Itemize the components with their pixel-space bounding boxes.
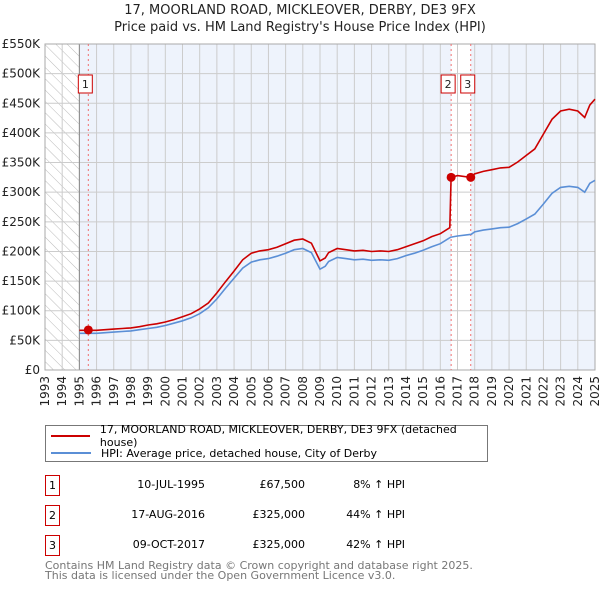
x-tick-label: 2000 (158, 376, 172, 407)
transaction-price: £325,000 (252, 508, 306, 521)
x-tick-label: 2011 (347, 376, 361, 407)
x-tick-label: 2019 (485, 376, 499, 407)
transaction-date: 10-JUL-1995 (137, 478, 205, 491)
x-tick-label: 2020 (502, 376, 516, 407)
sale-label: 3 (464, 78, 471, 91)
x-tick-label: 2002 (193, 376, 207, 407)
transaction-marker: 3 (45, 535, 60, 556)
x-tick-label: 2005 (244, 376, 258, 407)
transaction-date: 09-OCT-2017 (132, 538, 205, 551)
transaction-hpi: 42% ↑ HPI (346, 538, 405, 551)
x-tick-label: 2008 (296, 376, 310, 407)
y-tick-label: £400K (2, 126, 42, 140)
sale-label-box (440, 74, 456, 94)
y-tick-label: £450K (2, 96, 42, 110)
legend-item-hpi: HPI: Average price, detached house, City… (51, 445, 377, 461)
property-price-line (79, 98, 596, 332)
x-tick-label: 2003 (210, 376, 224, 407)
sale-label-box (77, 74, 93, 94)
x-tick-label: 2022 (536, 376, 550, 407)
y-tick-label: £150K (2, 274, 42, 288)
price-chart: 1993 1994 1995 1996 1997 1998 1999 2000 2001 2002… (2, 37, 600, 407)
y-tick-label: £200K (2, 244, 42, 258)
between-sales-band (451, 44, 471, 370)
x-tick-label: 2004 (227, 376, 241, 407)
y-tick-label: £300K (2, 185, 42, 199)
hpi-line (79, 179, 596, 335)
x-tick-label: 2021 (519, 376, 533, 407)
x-tick-label: 1995 (72, 376, 86, 407)
y-tick-label: £0 (25, 363, 40, 377)
legend-item-property: 17, MOORLAND ROAD, MICKLEOVER, DERBY, DE… (51, 423, 487, 449)
footer-copyright: Contains HM Land Registry data © Crown c… (45, 559, 473, 572)
y-tick-label: £100K (2, 304, 42, 318)
x-tick-label: 2001 (176, 376, 190, 407)
legend-swatch-red (51, 435, 90, 437)
legend-swatch-blue (51, 452, 91, 454)
plot-border (44, 43, 596, 371)
x-tick-label: 1996 (90, 376, 104, 407)
legend-label: 17, MOORLAND ROAD, MICKLEOVER, DERBY, DE… (99, 423, 457, 449)
y-tick-label: £350K (2, 156, 42, 170)
transaction-hpi: 8% ↑ HPI (353, 478, 405, 491)
x-tick-label: 2009 (313, 376, 327, 407)
legend: 17, MOORLAND ROAD, MICKLEOVER, DERBY, DE… (45, 423, 488, 462)
transaction-row: 3 09-OCT-2017 £325,000 42% ↑ HPI (45, 535, 505, 556)
sale-point (446, 172, 456, 182)
x-tick-label: 1994 (55, 376, 69, 407)
y-tick-label: £250K (2, 215, 42, 229)
sale-label-box (460, 74, 476, 94)
transaction-price: £325,000 (252, 538, 306, 551)
sale-label: 1 (82, 78, 89, 91)
transaction-row: 1 10-JUL-1995 £67,500 8% ↑ HPI (45, 475, 505, 496)
x-tick-label: 2013 (382, 376, 396, 407)
x-tick-label: 2023 (554, 376, 568, 407)
x-tick-label: 2025 (588, 376, 600, 407)
sale-label: 2 (445, 78, 452, 91)
transaction-price: £67,500 (259, 478, 306, 491)
transaction-hpi: 44% ↑ HPI (346, 508, 405, 521)
x-tick-label: 2015 (416, 376, 430, 407)
x-tick-label: 2006 (261, 376, 275, 407)
x-tick-label: 1997 (107, 376, 121, 407)
x-tick-label: 1993 (38, 376, 52, 407)
x-tick-label: 1999 (141, 376, 155, 407)
chart-title: 17, MOORLAND ROAD, MICKLEOVER, DERBY, DE… (124, 3, 476, 18)
footer-licence: This data is licensed under the Open Gov… (45, 569, 396, 582)
sale-point (83, 325, 93, 335)
legend-label: HPI: Average price, detached house, City… (101, 446, 378, 460)
transaction-date: 17-AUG-2016 (131, 508, 205, 521)
x-tick-label: 1998 (124, 376, 138, 407)
transaction-marker: 2 (45, 505, 60, 526)
transaction-marker: 1 (45, 475, 60, 496)
y-tick-label: £50K (9, 333, 41, 347)
x-tick-label: 2018 (468, 376, 482, 407)
x-tick-label: 2007 (279, 376, 293, 407)
x-tick-label: 2014 (399, 376, 413, 407)
x-tick-label: 2017 (451, 376, 465, 407)
transaction-row: 2 17-AUG-2016 £325,000 44% ↑ HPI (45, 505, 505, 526)
x-tick-label: 2012 (365, 376, 379, 407)
y-tick-label: £500K (2, 67, 42, 81)
x-tick-label: 2010 (330, 376, 344, 407)
x-tick-label: 2024 (571, 376, 585, 407)
y-tick-label: £550K (2, 37, 42, 51)
chart-subtitle: Price paid vs. HM Land Registry's House … (114, 20, 486, 35)
x-tick-label: 2016 (433, 376, 447, 407)
sale-point (466, 172, 476, 182)
